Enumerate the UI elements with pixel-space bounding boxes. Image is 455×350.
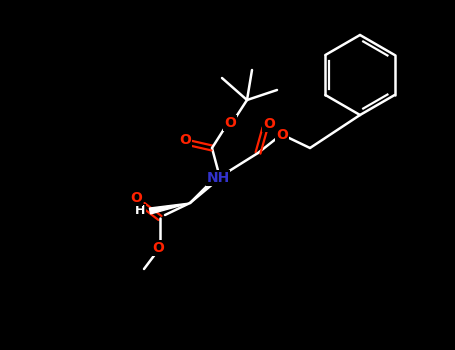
Text: O: O [152,241,164,255]
Text: O: O [130,191,142,205]
Text: O: O [224,116,236,130]
Text: O: O [179,133,191,147]
Text: O: O [263,117,275,131]
Text: H: H [135,204,145,217]
Text: NH: NH [207,171,230,185]
Text: O: O [276,128,288,142]
Polygon shape [149,203,190,214]
